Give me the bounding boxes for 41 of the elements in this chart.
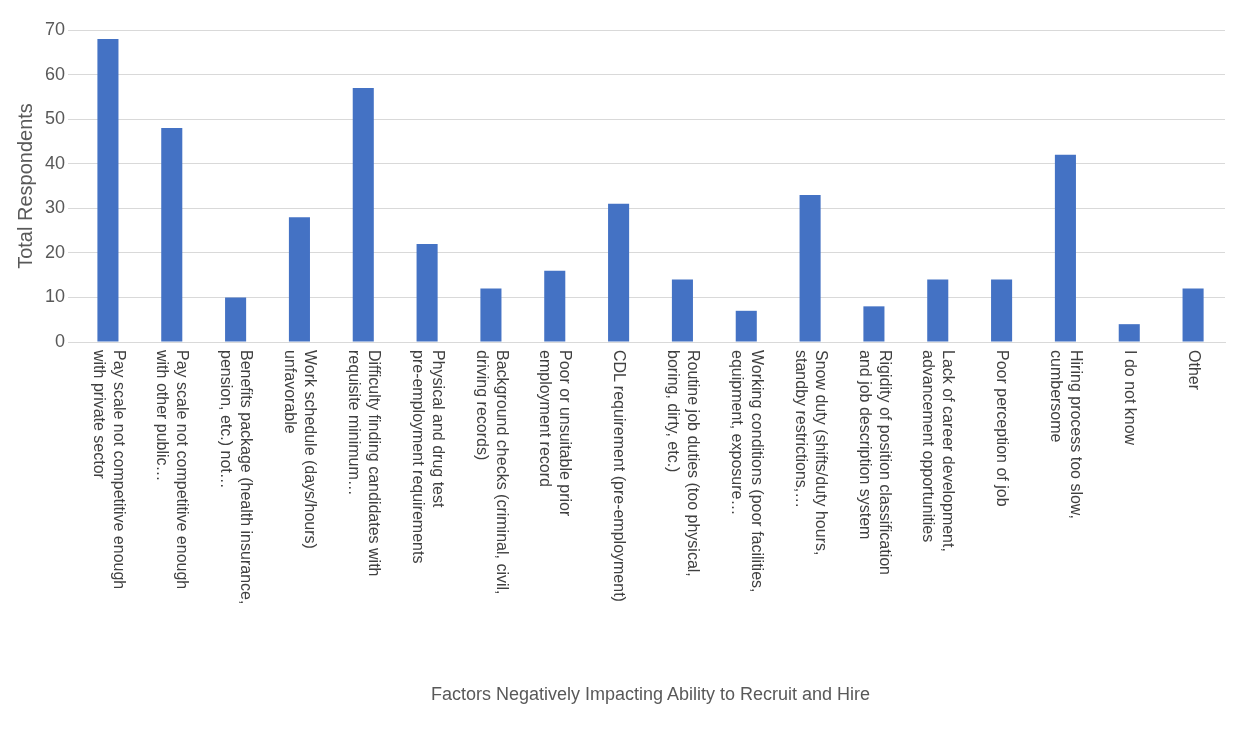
bar: [480, 288, 502, 342]
bar: [1118, 324, 1140, 342]
x-tick-label: Pay scale not competitive enough with other public…: [154, 349, 192, 590]
x-tick-label: Hiring process too slow, cumbersome: [1048, 350, 1086, 519]
bar: [544, 270, 566, 342]
x-tick-label: Other: [1185, 350, 1203, 391]
x-tick-label: Working conditions (poor facilities, equipment, exposure…: [728, 350, 766, 593]
bar: [863, 306, 885, 342]
bar: [225, 297, 247, 342]
bar: [416, 243, 438, 342]
x-tick-label: Difficulty finding candidates with requisite minimum…: [345, 350, 383, 577]
y-tick-label: 70: [44, 18, 66, 39]
y-axis-title: Total Respondents: [13, 103, 36, 269]
x-tick-label: Pay scale not competitive enough with private sector: [90, 349, 128, 590]
bar: [799, 194, 821, 342]
bar: [1054, 154, 1076, 342]
y-tick-label: 10: [44, 286, 66, 307]
bar: [352, 87, 374, 342]
x-axis-title: Factors Negatively Impacting Ability to Recruit and Hire: [430, 683, 871, 704]
bar: [97, 38, 119, 342]
bar: [288, 217, 310, 342]
y-tick-label: 40: [44, 152, 66, 173]
y-tick-label: 60: [44, 63, 66, 84]
x-tick-label: Snow duty (shifts/duty hours, standby restrictions,…: [792, 350, 830, 556]
x-tick-label: Background checks (criminal, civil, driving records): [473, 350, 511, 595]
bar: [1182, 288, 1204, 342]
x-tick-label: Poor perception of job: [994, 350, 1012, 507]
x-tick-label: CDL requirement (pre-employment): [611, 350, 629, 602]
bar: [608, 203, 630, 342]
bar: [671, 279, 693, 342]
bar: [927, 279, 949, 342]
bar: [735, 310, 757, 342]
x-tick-label: Routine job duties (too physical, boring, dirty, etc.): [665, 350, 703, 577]
x-tick-label: Benefits package (health insurance, pension, etc.) not…: [218, 350, 256, 605]
bar: [991, 279, 1013, 342]
y-tick-label: 0: [55, 330, 66, 351]
y-tick-label: 50: [44, 108, 66, 129]
bar: [161, 128, 183, 342]
y-tick-label: 20: [44, 241, 66, 262]
x-tick-label: I do not know: [1121, 350, 1139, 446]
y-tick-label: 30: [44, 197, 66, 218]
